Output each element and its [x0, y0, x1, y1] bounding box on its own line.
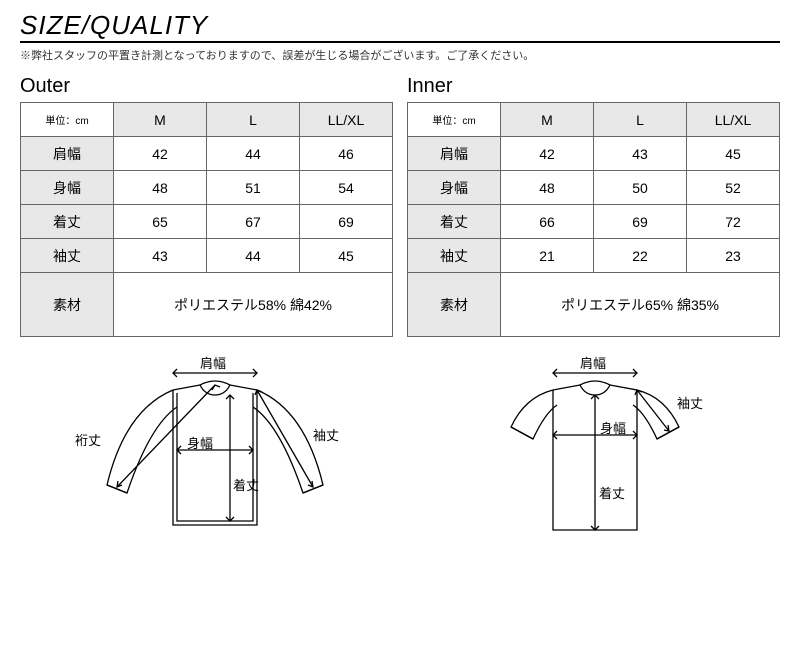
yuki-label: 裄丈	[75, 430, 101, 449]
size-col-llxl: LL/XL	[300, 103, 393, 137]
size-col-m: M	[114, 103, 207, 137]
size-tables: Outer 単位：cm M L LL/XL 肩幅424446 身幅485154 …	[20, 75, 780, 337]
body-label: 身幅	[600, 418, 626, 437]
size-col-l: L	[207, 103, 300, 137]
inner-title: Inner	[407, 75, 780, 98]
longsleeve-icon	[65, 355, 365, 565]
unit-cell: 単位：cm	[408, 103, 501, 137]
table-row: 肩幅424446	[21, 137, 393, 171]
length-label: 着丈	[599, 483, 625, 502]
outer-table: 単位：cm M L LL/XL 肩幅424446 身幅485154 着丈6567…	[20, 102, 393, 337]
shortsleeve-icon	[455, 355, 735, 565]
outer-diagram: 肩幅 身幅 着丈 袖丈 裄丈	[65, 355, 365, 565]
table-header-row: 単位：cm M L LL/XL	[21, 103, 393, 137]
size-col-l: L	[594, 103, 687, 137]
material-row: 素材ポリエステル58% 綿42%	[21, 273, 393, 337]
sleeve-label: 袖丈	[313, 425, 339, 444]
table-header-row: 単位：cm M L LL/XL	[408, 103, 780, 137]
inner-diagram: 肩幅 身幅 着丈 袖丈	[455, 355, 735, 565]
table-row: 着丈656769	[21, 205, 393, 239]
inner-table-wrap: Inner 単位：cm M L LL/XL 肩幅424345 身幅485052 …	[407, 75, 780, 337]
table-row: 袖丈212223	[408, 239, 780, 273]
size-col-m: M	[501, 103, 594, 137]
outer-table-wrap: Outer 単位：cm M L LL/XL 肩幅424446 身幅485154 …	[20, 75, 393, 337]
body-label: 身幅	[187, 433, 213, 452]
table-row: 身幅485052	[408, 171, 780, 205]
table-row: 身幅485154	[21, 171, 393, 205]
material-row: 素材ポリエステル65% 綿35%	[408, 273, 780, 337]
sleeve-label: 袖丈	[677, 393, 703, 412]
page-title: SIZE/QUALITY	[20, 10, 780, 43]
inner-table: 単位：cm M L LL/XL 肩幅424345 身幅485052 着丈6669…	[407, 102, 780, 337]
shoulder-label: 肩幅	[200, 353, 226, 372]
table-row: 袖丈434445	[21, 239, 393, 273]
diagrams-row: 肩幅 身幅 着丈 袖丈 裄丈	[20, 355, 780, 565]
length-label: 着丈	[233, 475, 259, 494]
table-row: 着丈666972	[408, 205, 780, 239]
table-row: 肩幅424345	[408, 137, 780, 171]
shoulder-label: 肩幅	[580, 353, 606, 372]
unit-cell: 単位：cm	[21, 103, 114, 137]
size-col-llxl: LL/XL	[687, 103, 780, 137]
outer-title: Outer	[20, 75, 393, 98]
disclaimer-text: ※弊社スタッフの平置き計測となっておりますので、誤差が生じる場合がございます。ご…	[20, 47, 780, 63]
